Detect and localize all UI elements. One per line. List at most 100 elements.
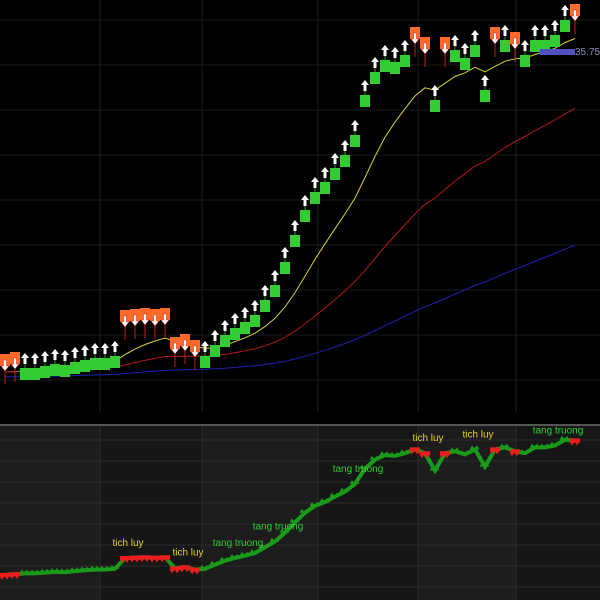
indicator-down-segment — [160, 555, 170, 560]
indicator-up-arrow-icon — [69, 567, 75, 572]
indicator-up-arrow-icon — [344, 487, 350, 492]
indicator-line — [4, 437, 576, 577]
signal-box — [270, 285, 280, 297]
indicator-up-arrow-icon — [249, 549, 255, 554]
down-arrow-icon — [0, 359, 10, 372]
signal-box — [40, 366, 50, 378]
down-arrow-icon — [570, 9, 580, 22]
indicator-up-arrow-icon — [394, 451, 400, 456]
signal-box — [100, 358, 110, 370]
signal-box — [50, 364, 60, 376]
up-arrow-icon — [271, 270, 279, 281]
down-arrow-icon — [180, 339, 190, 352]
indicator-up-arrow-icon — [384, 451, 390, 456]
indicator-up-arrow-icon — [74, 567, 80, 572]
up-arrow-icon — [541, 25, 549, 36]
indicator-up-arrow-icon — [479, 462, 485, 467]
panel-divider — [0, 424, 600, 426]
up-arrow-icon — [401, 40, 409, 51]
indicator-up-arrow-icon — [324, 497, 330, 502]
down-arrow-icon — [420, 42, 430, 55]
up-arrow-icon — [381, 45, 389, 56]
down-arrow-icon — [510, 37, 520, 50]
down-arrow-icon — [170, 342, 180, 355]
indicator-up-arrow-icon — [269, 537, 275, 542]
indicator-up-arrow-icon — [244, 551, 250, 556]
indicator-up-arrow-icon — [369, 455, 375, 460]
down-arrow-icon — [410, 32, 420, 45]
indicator-up-arrow-icon — [364, 464, 370, 469]
down-arrow-icon — [490, 32, 500, 45]
indicator-up-arrow-icon — [229, 554, 235, 559]
signal-box — [450, 50, 460, 62]
indicator-band — [202, 426, 318, 600]
indicator-up-arrow-icon — [389, 451, 395, 456]
up-arrow-icon — [281, 247, 289, 258]
indicator-annotation: tang truong — [213, 538, 264, 549]
signal-box — [110, 356, 120, 368]
indicator-up-arrow-icon — [19, 569, 25, 574]
up-arrow-icon — [321, 167, 329, 178]
indicator-down-segment — [170, 566, 180, 571]
indicator-up-arrow-icon — [564, 435, 570, 440]
indicator-up-arrow-icon — [544, 443, 550, 448]
indicator-up-arrow-icon — [379, 451, 385, 456]
indicator-down-segment — [120, 556, 130, 561]
up-arrow-icon — [261, 285, 269, 296]
up-arrow-icon — [561, 5, 569, 16]
signal-box — [90, 358, 100, 370]
indicator-down-segment — [490, 447, 500, 452]
indicator-up-arrow-icon — [94, 565, 100, 570]
moving-average-line — [4, 38, 576, 373]
indicator-annotation: tich luy — [112, 538, 143, 549]
signal-box — [210, 345, 220, 357]
indicator-up-arrow-icon — [469, 445, 475, 450]
indicator-up-arrow-icon — [39, 568, 45, 573]
down-arrow-icon — [10, 357, 20, 370]
up-arrow-icon — [331, 153, 339, 164]
indicator-up-arrow-icon — [559, 435, 565, 440]
signal-box — [230, 328, 240, 340]
indicator-annotation: tich luy — [412, 433, 443, 444]
up-arrow-icon — [231, 313, 239, 324]
indicator-up-arrow-icon — [534, 443, 540, 448]
indicator-up-arrow-icon — [209, 560, 215, 565]
indicator-up-arrow-icon — [539, 443, 545, 448]
signal-box — [200, 356, 210, 368]
indicator-up-arrow-icon — [89, 565, 95, 570]
indicator-up-arrow-icon — [54, 567, 60, 572]
indicator-down-segment — [0, 572, 10, 577]
indicator-up-arrow-icon — [374, 455, 380, 460]
indicator-up-arrow-icon — [339, 487, 345, 492]
up-arrow-icon — [211, 330, 219, 341]
signal-box — [240, 322, 250, 334]
indicator-up-arrow-icon — [319, 497, 325, 502]
indicator-up-arrow-icon — [449, 447, 455, 452]
up-arrow-icon — [481, 75, 489, 86]
signal-box — [460, 58, 470, 70]
indicator-up-arrow-icon — [484, 462, 490, 467]
indicator-up-arrow-icon — [294, 518, 300, 523]
up-arrow-icon — [101, 343, 109, 354]
up-arrow-icon — [391, 47, 399, 58]
indicator-down-segment — [150, 555, 160, 560]
down-arrow-icon — [440, 42, 450, 55]
indicator-up-arrow-icon — [219, 556, 225, 561]
indicator-up-arrow-icon — [359, 464, 365, 469]
indicator-annotation: tich luy — [462, 429, 493, 440]
indicator-down-segment — [190, 567, 200, 572]
up-arrow-icon — [521, 40, 529, 51]
signal-box — [260, 300, 270, 312]
indicator-up-arrow-icon — [49, 567, 55, 572]
indicator-down-segment — [130, 555, 140, 560]
up-arrow-icon — [551, 20, 559, 31]
up-arrow-icon — [81, 345, 89, 356]
indicator-up-arrow-icon — [264, 543, 270, 548]
indicator-up-arrow-icon — [59, 568, 65, 573]
up-arrow-icon — [111, 341, 119, 352]
indicator-annotation: tich luy — [172, 547, 203, 558]
up-arrow-icon — [251, 300, 259, 311]
indicator-up-arrow-icon — [429, 466, 435, 471]
signal-box — [370, 72, 380, 84]
indicator-up-arrow-icon — [234, 554, 240, 559]
